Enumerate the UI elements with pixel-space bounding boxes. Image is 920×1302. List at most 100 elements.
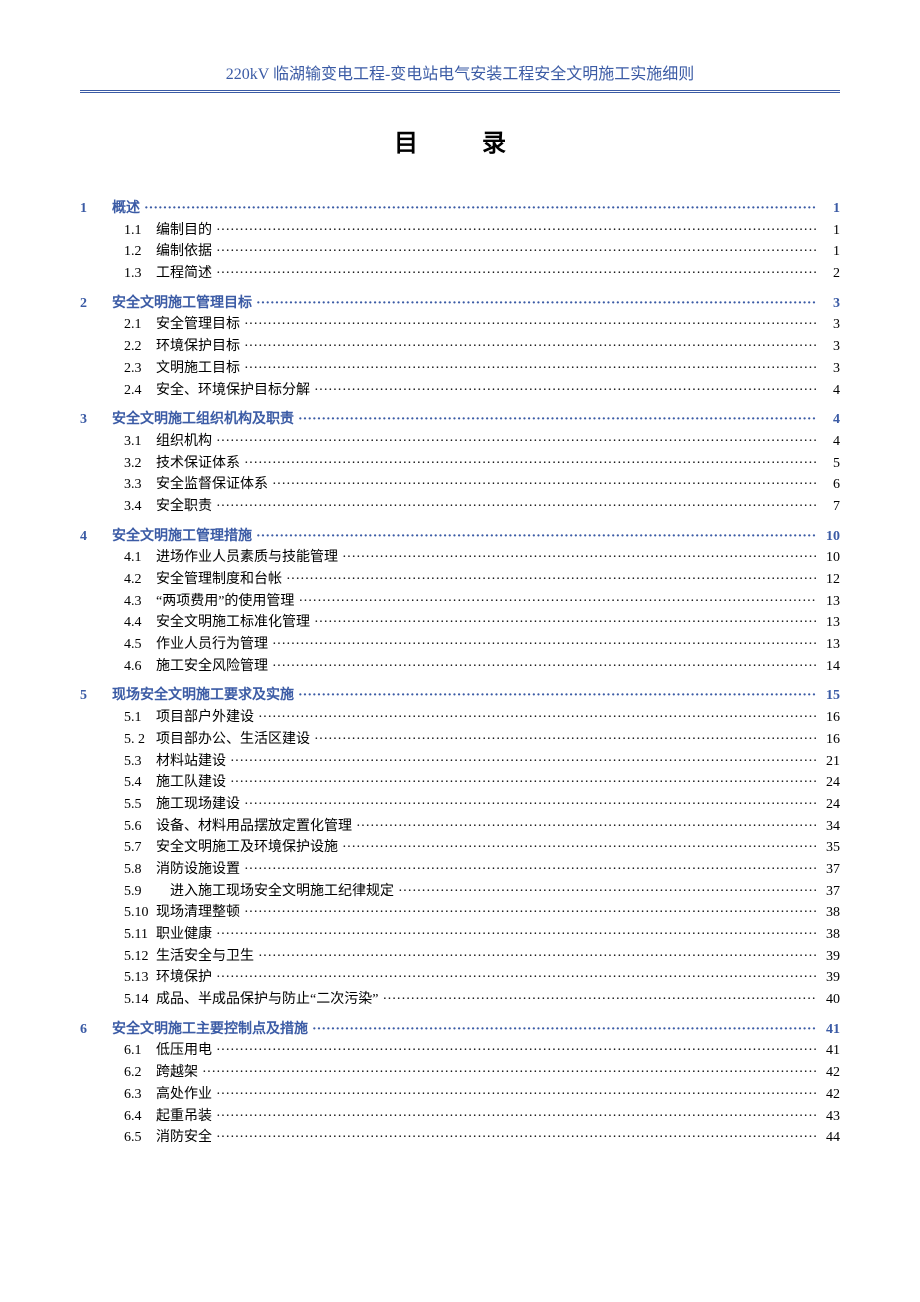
- toc-leader: [298, 591, 816, 613]
- toc-sub-label: 职业健康: [156, 924, 212, 946]
- toc-leader: [244, 453, 816, 475]
- toc-sub-number: 5.10: [124, 902, 156, 924]
- toc-section-page: 41: [820, 1019, 840, 1041]
- toc-sub-page: 16: [820, 707, 840, 729]
- toc-leader: [244, 336, 816, 358]
- toc-sub-label: 现场清理整顿: [156, 902, 240, 924]
- toc-leader: [144, 198, 816, 220]
- toc-sub-label: 成品、半成品保护与防止“二次污染”: [156, 989, 378, 1011]
- toc-sub-label: 工程简述: [156, 263, 212, 285]
- toc-sub-line: 2.3文明施工目标 3: [80, 358, 840, 380]
- toc-sub-page: 38: [820, 902, 840, 924]
- toc-sub-label: 安全职责: [156, 496, 212, 518]
- toc-sub-line: 2.1安全管理目标3: [80, 314, 840, 336]
- toc-sub-number: 5.8: [124, 859, 156, 881]
- toc-sub-label: 编制依据: [156, 241, 212, 263]
- toc-leader: [256, 293, 816, 315]
- toc-sub-number: 5.14: [124, 989, 156, 1011]
- toc-sub-page: 41: [820, 1040, 840, 1062]
- toc-sub-page: 6: [820, 474, 840, 496]
- toc-sub-label: 消防设施设置: [156, 859, 240, 881]
- toc-sub-line: 6.1低压用电41: [80, 1040, 840, 1062]
- toc-sub-number: 5.1: [124, 707, 156, 729]
- toc-sub-number: 6.3: [124, 1084, 156, 1106]
- toc-sub-label: 安全管理目标: [156, 314, 240, 336]
- toc-sub-number: 5.11: [124, 924, 156, 946]
- toc-sub-line: 1.2编制依据1: [80, 241, 840, 263]
- toc-leader: [216, 220, 816, 242]
- toc-sub-label: 安全文明施工标准化管理: [156, 612, 310, 634]
- toc-leader: [202, 1062, 816, 1084]
- toc-sub-number: 5.13: [124, 967, 156, 989]
- toc-sub-label: 项目部户外建设: [156, 707, 254, 729]
- toc-sub-number: 6.5: [124, 1127, 156, 1149]
- document-page: 220kV 临湖输变电工程-变电站电气安装工程安全文明施工实施细则 目 录 1概…: [0, 0, 920, 1302]
- toc-section-number: 5: [80, 685, 112, 707]
- toc-sub-label: 环境保护目标: [156, 336, 240, 358]
- toc-leader: [244, 314, 816, 336]
- toc-sub-number: 4.6: [124, 656, 156, 678]
- toc-sub-page: 24: [820, 772, 840, 794]
- toc-sub-line: 5.12生活安全与卫生39: [80, 946, 840, 968]
- toc-sub-page: 24: [820, 794, 840, 816]
- toc-sub-label: 起重吊装: [156, 1106, 212, 1128]
- toc-container: 1概述11.1编制目的11.2编制依据11.3工程简述22安全文明施工管理目标3…: [80, 198, 840, 1149]
- toc-section-line: 4安全文明施工管理措施10: [80, 526, 840, 548]
- toc-sub-label: 安全、环境保护目标分解: [156, 380, 310, 402]
- toc-sub-line: 5.3材料站建设21: [80, 751, 840, 773]
- toc-section: 1概述11.1编制目的11.2编制依据11.3工程简述2: [80, 198, 840, 285]
- toc-section: 4安全文明施工管理措施104.1进场作业人员素质与技能管理104.2安全管理制度…: [80, 526, 840, 678]
- toc-leader: [258, 946, 816, 968]
- toc-sub-page: 4: [820, 380, 840, 402]
- toc-sub-label: 消防安全: [156, 1127, 212, 1149]
- toc-leader: [342, 837, 816, 859]
- toc-sub-line: 6.4起重吊装43: [80, 1106, 840, 1128]
- toc-sub-line: 2.2环境保护目标3: [80, 336, 840, 358]
- toc-sub-label: 安全文明施工及环境保护设施: [156, 837, 338, 859]
- toc-sub-page: 10: [820, 547, 840, 569]
- toc-leader: [272, 656, 816, 678]
- toc-sub-page: 34: [820, 816, 840, 838]
- toc-sub-number: 2.3: [124, 358, 156, 380]
- toc-section-label: 概述: [112, 198, 140, 220]
- toc-leader: [314, 380, 816, 402]
- toc-sub-page: 3: [820, 358, 840, 380]
- toc-sub-label: 进场作业人员素质与技能管理: [156, 547, 338, 569]
- toc-sub-number: 3.2: [124, 453, 156, 475]
- toc-sub-line: 1.3工程简述2: [80, 263, 840, 285]
- toc-section-page: 3: [820, 293, 840, 315]
- toc-leader: [298, 409, 816, 431]
- toc-leader: [216, 1040, 816, 1062]
- toc-leader: [230, 751, 816, 773]
- toc-sub-label: 生活安全与卫生: [156, 946, 254, 968]
- toc-sub-page: 44: [820, 1127, 840, 1149]
- toc-section-line: 1概述1: [80, 198, 840, 220]
- toc-sub-number: 2.2: [124, 336, 156, 358]
- toc-sub-line: 4.6施工安全风险管理14: [80, 656, 840, 678]
- toc-sub-label: 材料站建设: [156, 751, 226, 773]
- toc-sub-label: “两项费用”的使用管理: [156, 591, 294, 613]
- toc-sub-page: 13: [820, 634, 840, 656]
- toc-sub-page: 42: [820, 1062, 840, 1084]
- toc-leader: [258, 707, 816, 729]
- toc-leader: [216, 241, 816, 263]
- toc-sub-line: 3.2技术保证体系5: [80, 453, 840, 475]
- toc-sub-line: 3.3安全监督保证体系6: [80, 474, 840, 496]
- toc-leader: [244, 902, 816, 924]
- toc-section-line: 3安全文明施工组织机构及职责4: [80, 409, 840, 431]
- toc-section: 6安全文明施工主要控制点及措施416.1低压用电416.2跨越架426.3高处作…: [80, 1019, 840, 1149]
- toc-section: 2安全文明施工管理目标32.1安全管理目标32.2环境保护目标32.3文明施工目…: [80, 293, 840, 401]
- toc-sub-number: 5.5: [124, 794, 156, 816]
- toc-sub-number: 2.4: [124, 380, 156, 402]
- toc-leader: [314, 612, 816, 634]
- toc-sub-number: 5.7: [124, 837, 156, 859]
- toc-leader: [298, 685, 816, 707]
- toc-leader: [342, 547, 816, 569]
- toc-sub-label: 施工现场建设: [156, 794, 240, 816]
- toc-sub-label: 编制目的: [156, 220, 212, 242]
- toc-sub-page: 38: [820, 924, 840, 946]
- toc-sub-page: 13: [820, 591, 840, 613]
- toc-section-label: 安全文明施工管理措施: [112, 526, 252, 548]
- toc-sub-page: 39: [820, 946, 840, 968]
- toc-sub-label: 文明施工目标: [156, 358, 240, 380]
